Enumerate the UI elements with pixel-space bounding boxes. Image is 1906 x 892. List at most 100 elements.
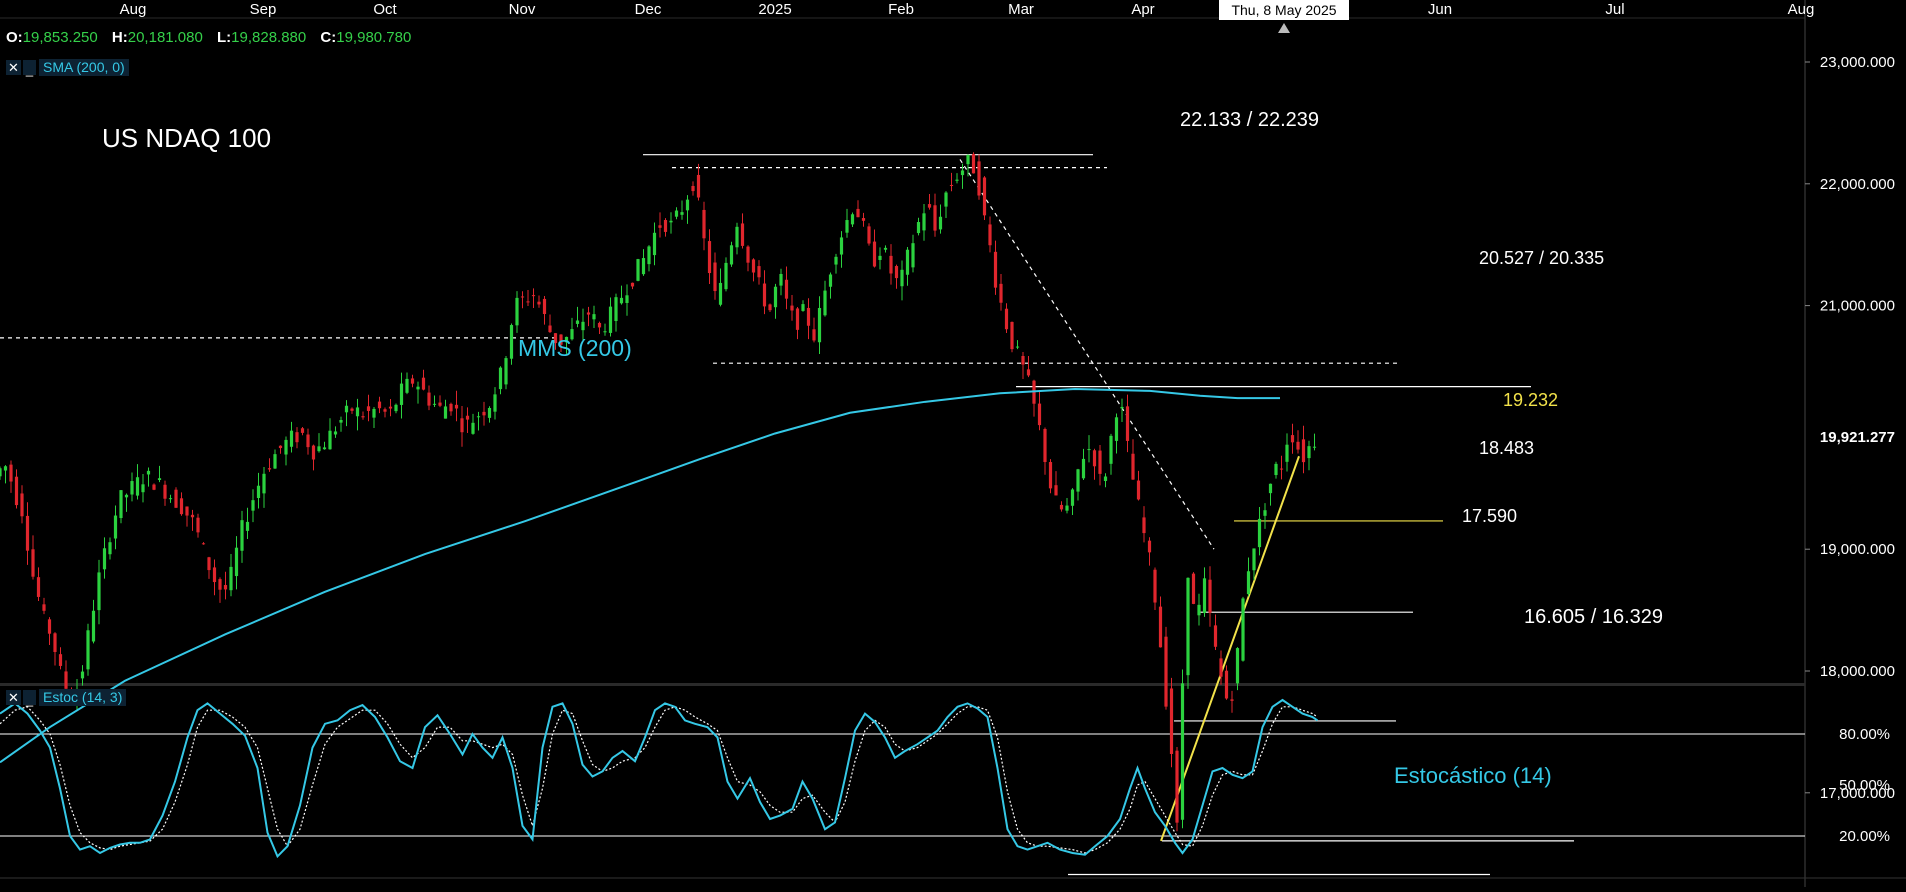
candle-body — [515, 297, 519, 326]
candle-body — [251, 500, 255, 511]
candle-body — [86, 630, 90, 670]
pane-divider — [0, 683, 1805, 686]
osc-y-tick-label: 50.00% — [1839, 777, 1890, 794]
candle-body — [889, 255, 893, 274]
candle-body — [1098, 450, 1102, 474]
candle-body — [498, 367, 503, 390]
candle-body — [245, 521, 250, 531]
candle-body — [1059, 504, 1064, 510]
candle-body — [1191, 573, 1196, 604]
candle-body — [592, 314, 596, 320]
y-tick-label: 23,000.000 — [1820, 54, 1895, 71]
candle-body — [993, 251, 998, 288]
sma-indicator-tag[interactable]: ✕ _ SMA (200, 0) — [6, 59, 129, 76]
candle-body — [278, 445, 283, 449]
candle-body — [168, 498, 173, 500]
candle-body — [20, 493, 24, 517]
candle-body — [201, 543, 206, 545]
candle-body — [196, 517, 200, 533]
candle-body — [504, 358, 508, 385]
minimize-icon[interactable]: _ — [23, 60, 36, 76]
x-tick-label: Feb — [888, 1, 914, 18]
candle-body — [828, 274, 833, 287]
candle-body — [146, 470, 151, 475]
candle-body — [608, 306, 613, 333]
x-tick-label: Nov — [509, 1, 536, 18]
candle-body — [207, 557, 211, 571]
y-tick-label: 18,000.000 — [1820, 663, 1895, 680]
candle-body — [0, 468, 2, 477]
candle-body — [1197, 604, 1201, 616]
candle-body — [152, 484, 156, 490]
candle-body — [163, 484, 167, 499]
candle-body — [1103, 476, 1108, 481]
candle-body — [1043, 429, 1047, 463]
sma-200-line — [0, 388, 1280, 764]
sma-indicator-label[interactable]: SMA (200, 0) — [39, 59, 129, 76]
level-label-16605: 16.605 / 16.329 — [1524, 606, 1663, 628]
candle-body — [586, 312, 591, 315]
candle-body — [487, 408, 492, 418]
candle-body — [927, 204, 932, 208]
candle-body — [509, 325, 514, 359]
candle-body — [658, 225, 662, 228]
ohlc-low-label: L: — [217, 29, 232, 46]
candle-body — [559, 334, 563, 345]
candle-body — [1169, 688, 1174, 754]
candle-body — [982, 177, 987, 216]
candle-body — [350, 408, 354, 411]
candle-body — [614, 297, 618, 322]
candle-body — [768, 304, 772, 311]
x-tick-label: Jul — [1605, 1, 1624, 18]
candle-body — [872, 241, 877, 267]
candle-body — [823, 290, 827, 316]
minimize-icon[interactable]: _ — [23, 690, 36, 706]
candle-body — [1015, 346, 1020, 348]
candle-body — [647, 246, 651, 265]
candle-body — [1147, 540, 1152, 553]
candle-body — [801, 304, 805, 311]
candle-body — [405, 378, 409, 393]
candle-body — [575, 320, 580, 324]
candle-body — [878, 255, 882, 260]
candle-body — [1219, 658, 1223, 677]
candle-body — [834, 256, 838, 265]
candle-body — [372, 408, 376, 418]
candle-body — [999, 283, 1003, 303]
candle-body — [916, 222, 921, 234]
candle-body — [443, 406, 448, 419]
candle-body — [531, 295, 536, 297]
candle-body — [680, 212, 684, 215]
candle-body — [471, 422, 475, 434]
candle-body — [724, 262, 728, 290]
candle-body — [311, 445, 316, 460]
candle-body — [988, 224, 992, 246]
candle-body — [454, 404, 459, 409]
close-icon[interactable]: ✕ — [6, 690, 21, 705]
stoch-k-line — [0, 698, 1319, 859]
close-icon[interactable]: ✕ — [6, 60, 21, 75]
stoch-indicator-label[interactable]: Estoc (14, 3) — [39, 689, 127, 706]
candle-body — [179, 498, 184, 515]
candle-body — [322, 447, 327, 450]
stoch-indicator-tag[interactable]: ✕ _ Estoc (14, 3) — [6, 689, 127, 706]
candle-body — [1180, 683, 1185, 820]
descending-trendline — [959, 159, 1215, 550]
candle-body — [383, 409, 387, 412]
candle-body — [619, 297, 624, 304]
candle-body — [1186, 577, 1190, 676]
candle-body — [31, 549, 35, 577]
candle-body — [1241, 598, 1245, 661]
candle-body — [966, 154, 970, 165]
candle-body — [1120, 406, 1124, 409]
candle-body — [1136, 480, 1141, 500]
candle-body — [581, 321, 585, 331]
candle-body — [1164, 636, 1168, 707]
candle-body — [856, 208, 860, 218]
level-label-20527: 20.527 / 20.335 — [1479, 248, 1604, 268]
level-label-19232: 19.232 — [1503, 390, 1558, 410]
candle-body — [1246, 571, 1251, 595]
candle-body — [482, 411, 486, 416]
